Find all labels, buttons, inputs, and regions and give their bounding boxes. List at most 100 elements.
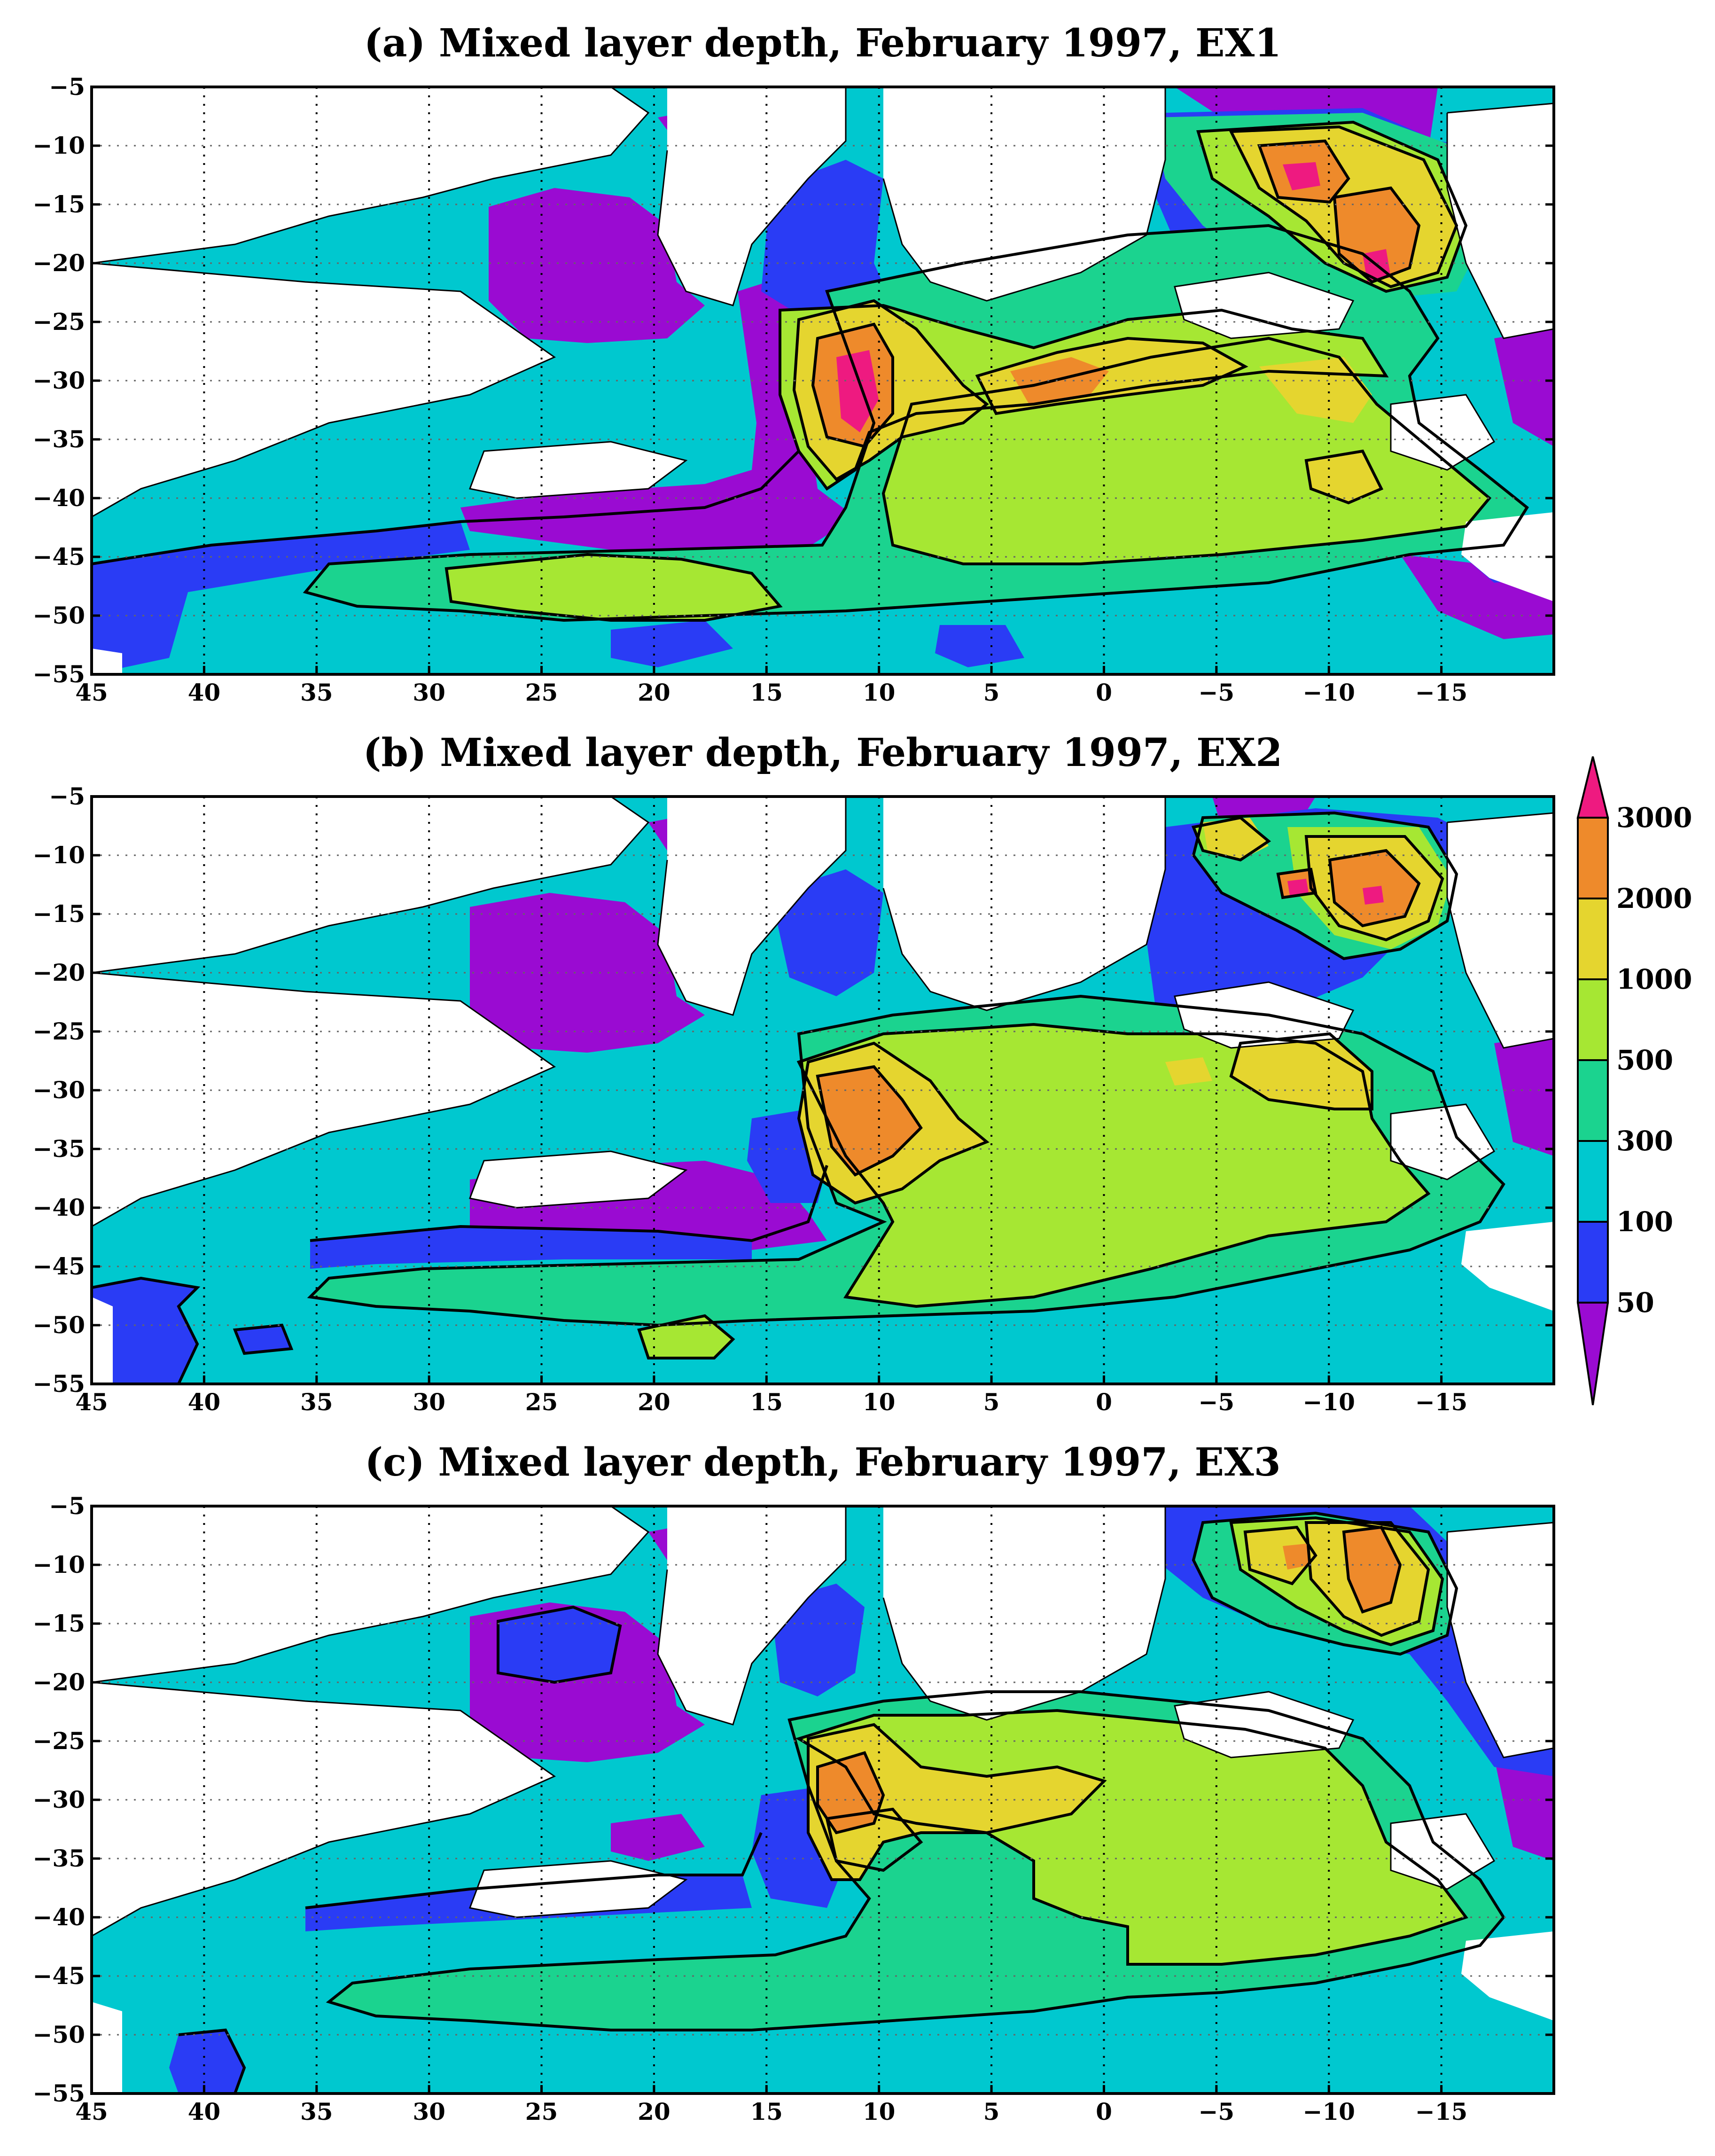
colorbar-band-100-300: [1577, 1140, 1609, 1223]
x-tick-label: 20: [638, 679, 670, 706]
colorbar-band-1000-2000: [1577, 898, 1609, 980]
panel-a-field: [92, 87, 1554, 674]
y-tick-label: −10: [33, 1551, 85, 1578]
x-tick-label: 25: [525, 1388, 558, 1416]
y-tick-label: −10: [33, 841, 85, 869]
colorbar-band-50-100: [1577, 1221, 1609, 1304]
y-tick-label: −45: [33, 1962, 85, 1990]
y-tick-label: −50: [33, 1311, 85, 1339]
colorbar-label-500: 500: [1616, 1044, 1673, 1076]
x-tick-label: 15: [750, 679, 783, 706]
y-tick-label: −50: [33, 2021, 85, 2048]
y-tick-label: −15: [33, 1609, 85, 1637]
colorbar-band-2000-3000: [1577, 817, 1609, 899]
panel-b-field: [92, 797, 1554, 1384]
panel-a-gridlines: [92, 87, 1554, 674]
panel-c-gridlines: [92, 1506, 1554, 2094]
x-tick-label: 40: [188, 2098, 221, 2125]
y-tick-label: −55: [33, 1370, 85, 1398]
colorbar-bottom-arrow: [1576, 1302, 1609, 1406]
colorbar-label-100: 100: [1616, 1206, 1673, 1238]
y-tick-label: −40: [33, 484, 85, 512]
panel-b: 45 40 35 30 25 20 15 10 5 0 −5 −10 −15 −5 −10 −15 −20 −2…: [33, 782, 1555, 1416]
x-tick-label: 0: [1096, 679, 1112, 706]
panel-c-x-ticks: 45 40 35 30 25 20 15 10 5 0 −5 −10 −15: [75, 2085, 1467, 2125]
x-tick-label: 15: [750, 2098, 783, 2125]
panel-c-field: [92, 1506, 1554, 2094]
colorbar-label-1000: 1000: [1616, 963, 1692, 995]
y-tick-label: −20: [33, 1668, 85, 1696]
x-tick-label: 5: [983, 679, 1000, 706]
y-tick-label: −30: [33, 1786, 85, 1813]
panel-b-title: (b) Mixed layer depth, February 1997, EX…: [363, 730, 1283, 775]
x-tick-label: 40: [188, 679, 221, 706]
y-tick-label: −35: [33, 1135, 85, 1163]
x-tick-label: 20: [638, 1388, 670, 1416]
y-tick-label: −15: [33, 190, 85, 218]
x-tick-label: 0: [1096, 1388, 1112, 1416]
y-tick-label: −40: [33, 1194, 85, 1221]
y-tick-label: −55: [33, 2079, 85, 2107]
x-tick-label: 0: [1096, 2098, 1112, 2125]
x-tick-label: 45: [75, 679, 108, 706]
y-tick-label: −45: [33, 1252, 85, 1280]
x-tick-label: −15: [1415, 1388, 1467, 1416]
x-tick-label: 30: [413, 2098, 445, 2125]
x-tick-label: 35: [300, 1388, 333, 1416]
x-tick-label: 30: [413, 1388, 445, 1416]
x-tick-label: −5: [1199, 2098, 1235, 2125]
y-tick-label: −20: [33, 959, 85, 986]
x-tick-label: 45: [75, 2098, 108, 2125]
colorbar-band-500-1000: [1577, 978, 1609, 1061]
x-tick-label: 5: [983, 1388, 1000, 1416]
colorbar-label-3000: 3000: [1616, 802, 1692, 834]
y-tick-label: −35: [33, 425, 85, 453]
panel-b-x-ticks: 45 40 35 30 25 20 15 10 5 0 −5 −10 −15: [75, 1375, 1467, 1416]
x-tick-label: −15: [1415, 679, 1467, 706]
colorbar-label-2000: 2000: [1616, 883, 1692, 914]
panel-c-title: (c) Mixed layer depth, February 1997, EX…: [365, 1440, 1280, 1485]
panel-a-x-ticks: 45 40 35 30 25 20 15 10 5 0 −5 −10 −15: [75, 666, 1467, 706]
y-tick-label: −35: [33, 1844, 85, 1872]
x-tick-label: 15: [750, 1388, 783, 1416]
x-tick-label: 25: [525, 2098, 558, 2125]
y-tick-label: −30: [33, 1076, 85, 1104]
x-tick-label: 30: [413, 679, 445, 706]
y-tick-label: −10: [33, 132, 85, 159]
y-tick-label: −25: [33, 1727, 85, 1755]
y-tick-label: −40: [33, 1903, 85, 1931]
y-tick-label: −30: [33, 367, 85, 394]
y-tick-label: −55: [33, 660, 85, 688]
colorbar-label-50: 50: [1616, 1287, 1654, 1319]
y-tick-label: −25: [33, 308, 85, 336]
x-tick-label: −10: [1302, 1388, 1355, 1416]
panel-a-y-ticks: −5 −10 −15 −20 −25 −30 −35 −40 −45 −50 −55: [33, 73, 1554, 688]
colorbar-band-300-500: [1577, 1059, 1609, 1142]
x-tick-label: 10: [863, 679, 896, 706]
x-tick-label: 25: [525, 679, 558, 706]
y-tick-label: −25: [33, 1017, 85, 1045]
x-tick-label: 40: [188, 1388, 221, 1416]
x-tick-label: 35: [300, 2098, 333, 2125]
x-tick-label: 45: [75, 1388, 108, 1416]
colorbar-top-arrow: [1576, 756, 1609, 819]
panel-b-gridlines: [92, 797, 1554, 1384]
y-tick-label: −5: [49, 782, 85, 810]
x-tick-label: −10: [1302, 2098, 1355, 2125]
y-tick-label: −20: [33, 249, 85, 277]
panel-a: 45 40 35 30 25 20 15 10 5 0 −5 −10 −15 −5 −10 −15 −20 −2…: [33, 73, 1555, 706]
x-tick-label: −10: [1302, 679, 1355, 706]
x-tick-label: 35: [300, 679, 333, 706]
colorbar-label-300: 300: [1616, 1125, 1673, 1157]
y-tick-label: −5: [49, 1492, 85, 1520]
panel-b-y-ticks: −5 −10 −15 −20 −25 −30 −35 −40 −45 −50 −55: [33, 782, 1554, 1398]
panel-a-title: (a) Mixed layer depth, February 1997, EX…: [364, 21, 1282, 66]
x-tick-label: 10: [863, 1388, 896, 1416]
y-tick-label: −5: [49, 73, 85, 101]
panel-c-y-ticks: −5 −10 −15 −20 −25 −30 −35 −40 −45 −50 −55: [33, 1492, 1554, 2107]
x-tick-label: −5: [1199, 679, 1235, 706]
y-tick-label: −45: [33, 543, 85, 570]
x-tick-label: −15: [1415, 2098, 1467, 2125]
x-tick-label: 5: [983, 2098, 1000, 2125]
